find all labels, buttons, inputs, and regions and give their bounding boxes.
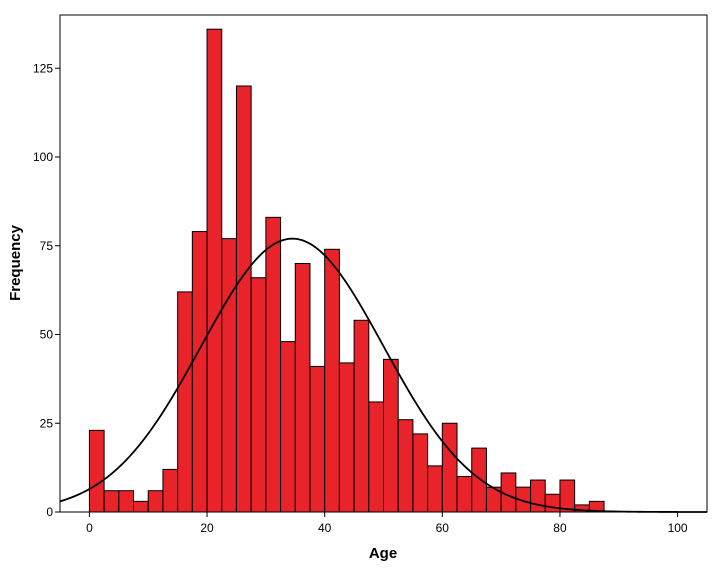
histogram-bar: [412, 433, 429, 513]
histogram-bar: [235, 85, 252, 513]
histogram-bar: [397, 419, 414, 513]
normal-curve-group: [59, 237, 707, 513]
y-tick-label: 0: [46, 505, 53, 519]
histogram-bar: [250, 277, 267, 513]
normal-curve-line: [59, 237, 707, 513]
histogram-bar: [456, 476, 473, 513]
x-tick-label: 80: [553, 521, 567, 535]
x-tick-label: 60: [436, 521, 450, 535]
histogram-bar: [294, 263, 311, 513]
histogram-bar: [544, 493, 561, 513]
histogram-bar: [221, 238, 237, 513]
y-axis-ticks: 0 25 50 75 100 125: [33, 61, 60, 519]
histogram-bar: [162, 468, 179, 513]
histogram-bar: [309, 365, 326, 513]
y-tick-label: 50: [40, 328, 54, 342]
x-axis-label: Age: [369, 545, 397, 562]
y-tick-label: 75: [40, 239, 54, 253]
bars-group: [88, 28, 605, 513]
x-tick-label: 100: [668, 521, 688, 535]
histogram-bar: [103, 490, 120, 513]
y-tick-label: 25: [40, 416, 54, 430]
histogram-bar: [353, 319, 370, 513]
histogram-bar: [427, 465, 443, 513]
histogram-bar: [368, 401, 384, 513]
histogram-bar: [147, 490, 164, 513]
x-axis-ticks: 0 20 40 60 80 100: [86, 512, 688, 535]
histogram-bar: [338, 362, 355, 513]
histogram-bar: [383, 358, 399, 513]
histogram-bar: [588, 500, 605, 513]
histogram-bar: [133, 500, 149, 513]
histogram-bar: [559, 479, 576, 513]
histogram-bar: [191, 231, 208, 513]
histogram-bar: [118, 490, 135, 513]
histogram-bar: [471, 447, 487, 513]
x-tick-label: 40: [318, 521, 332, 535]
histogram-bar: [441, 422, 458, 513]
histogram-bar: [88, 429, 105, 513]
histogram-bar: [265, 216, 282, 513]
histogram-bar: [280, 341, 296, 513]
y-tick-label: 100: [33, 150, 53, 164]
y-tick-label: 125: [33, 61, 53, 75]
x-tick-label: 20: [200, 521, 214, 535]
histogram-bar: [324, 248, 340, 513]
x-tick-label: 0: [86, 521, 93, 535]
histogram-bar: [530, 479, 546, 513]
histogram-bar: [206, 28, 223, 513]
y-axis-label: Frequency: [7, 224, 24, 301]
histogram-bar: [177, 291, 193, 513]
